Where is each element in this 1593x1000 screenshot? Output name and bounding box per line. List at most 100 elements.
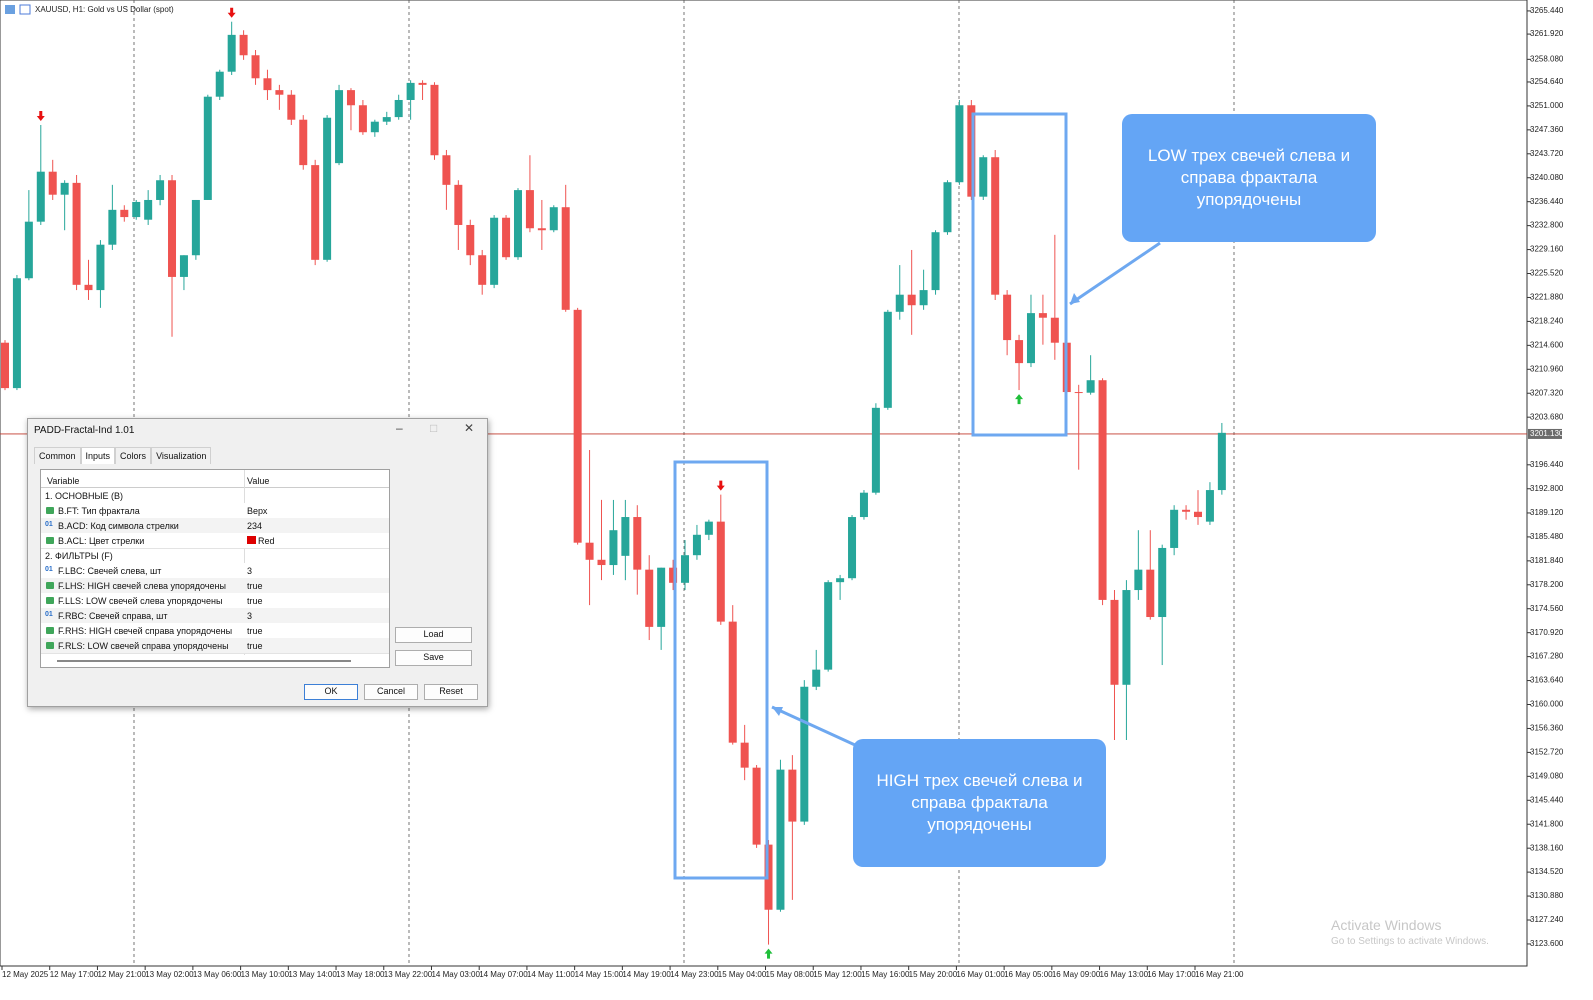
candle-body [502, 217, 511, 258]
variable: B.FT: Тип фрактала [58, 506, 140, 516]
candle-body [227, 34, 236, 72]
candle-body [430, 84, 439, 156]
tab[interactable]: Common [34, 447, 81, 464]
y-tick-label: 3210.960 [1530, 364, 1564, 373]
value: true [247, 626, 263, 636]
y-tick-label: 3196.440 [1530, 460, 1564, 469]
scrollbar[interactable] [57, 660, 351, 662]
button[interactable]: Reset [424, 684, 478, 700]
y-tick-label: 3240.080 [1530, 173, 1564, 182]
y-tick-label: 3214.600 [1530, 340, 1564, 349]
row-icon: 01 [45, 566, 53, 573]
icon [19, 4, 31, 15]
x-tick-label: 16 May 17:00 [1147, 970, 1196, 979]
table-row: 01 F.LBC: Свечей слева, шт 3 [41, 563, 389, 579]
fractal-down-arrow [36, 110, 45, 121]
candle-body [764, 844, 773, 910]
highlight-box [673, 460, 769, 880]
candle-body [537, 228, 546, 231]
candle-body [36, 171, 45, 222]
y-tick-label: 3225.520 [1530, 269, 1564, 278]
y-tick-label: 3174.560 [1530, 604, 1564, 613]
icon [5, 5, 15, 14]
candle-body [1050, 317, 1059, 343]
x-tick-label: 15 May 16:00 [861, 970, 910, 979]
candle-body [156, 180, 165, 200]
tab[interactable]: Inputs [80, 447, 116, 464]
candle-body [585, 542, 594, 560]
inputs-table: Variable Value 1. ОСНОВНЫЕ (B) B.FT: Тип … [40, 469, 390, 668]
y-tick-label: 3185.480 [1530, 532, 1564, 541]
callout-pointer-head [1070, 293, 1080, 304]
candle-body [979, 157, 988, 197]
table-row: F.LHS: HIGH свечей слева упорядочены true [41, 578, 389, 594]
row-icon [46, 642, 54, 649]
value: Верх [247, 506, 268, 516]
value: 3 [247, 611, 253, 621]
candle-body [120, 209, 129, 218]
candle-body [323, 117, 332, 260]
candle-body [239, 34, 248, 56]
y-tick-label: 3258.080 [1530, 54, 1564, 63]
button[interactable]: OK [304, 684, 358, 700]
y-tick-label: 3130.880 [1530, 891, 1564, 900]
value: 234 [247, 521, 263, 531]
x-tick-label: 14 May 03:00 [431, 970, 480, 979]
button[interactable]: Cancel [364, 684, 418, 700]
candle-body [728, 621, 737, 743]
y-tick-label: 3232.800 [1530, 221, 1564, 230]
candle-body [418, 82, 427, 85]
candle-body [168, 180, 177, 277]
candle-body [1146, 569, 1155, 618]
y-tick-label: 3243.720 [1530, 149, 1564, 158]
candle-body [346, 90, 355, 106]
candle-body [681, 555, 690, 583]
candle-body [907, 294, 916, 306]
candle-body [454, 184, 463, 225]
y-tick-label: 3145.440 [1530, 795, 1564, 804]
y-tick-label: 3152.720 [1530, 748, 1564, 757]
watermark-subtitle: Go to Settings to activate Windows. [1331, 936, 1489, 947]
column-divider [244, 470, 245, 655]
candle-body [871, 407, 880, 493]
x-tick-label: 14 May 15:00 [575, 970, 624, 979]
candle-body [955, 105, 964, 183]
x-tick-label: 14 May 11:00 [527, 970, 575, 979]
x-tick-label: 13 May 22:00 [384, 970, 433, 979]
row-icon [46, 507, 54, 514]
candle-body [883, 311, 892, 408]
candle-body [740, 742, 749, 768]
minimize[interactable]: – [396, 421, 403, 435]
callout: LOW трех свечей слева и справа фрактала … [1122, 114, 1376, 242]
x-tick-label: 16 May 21:00 [1195, 970, 1244, 979]
y-tick-label: 3229.160 [1530, 245, 1564, 254]
x-tick-label: 13 May 18:00 [336, 970, 385, 979]
candle-body [561, 207, 570, 310]
button[interactable]: Save [395, 650, 472, 666]
y-tick-label: 3170.920 [1530, 628, 1564, 637]
maximize[interactable]: □ [430, 421, 438, 435]
dialog: PADD-Fractal-Ind 1.01 – □ ✕ Common Inputs… [27, 418, 488, 707]
table-row: 01 B.ACD: Код символа стрелки 234 [41, 518, 389, 534]
button[interactable]: Load [395, 627, 472, 643]
variable: B.ACD: Код символа стрелки [58, 521, 179, 531]
candle-body [299, 119, 308, 166]
y-tick-label: 3149.080 [1530, 771, 1564, 780]
candle-body [788, 769, 797, 822]
y-tick-label: 3123.600 [1530, 939, 1564, 948]
candle-body [287, 94, 296, 120]
candle-body [1158, 547, 1167, 618]
close[interactable]: ✕ [464, 421, 475, 435]
tab[interactable]: Colors [115, 447, 152, 464]
table-row: 01 F.RBC: Свечей справа, шт 3 [41, 608, 389, 624]
table-row: B.FT: Тип фрактала Верх [41, 503, 389, 519]
callout-pointer-head [772, 707, 783, 716]
fractal-down-arrow [716, 480, 725, 491]
candle-body [1038, 313, 1047, 318]
x-tick-label: 12 May 17:00 [50, 970, 99, 979]
tab[interactable]: Visualization [151, 447, 212, 464]
x-tick-label: 13 May 14:00 [288, 970, 337, 979]
y-tick-label: 3247.360 [1530, 125, 1564, 134]
row-icon [46, 627, 54, 634]
